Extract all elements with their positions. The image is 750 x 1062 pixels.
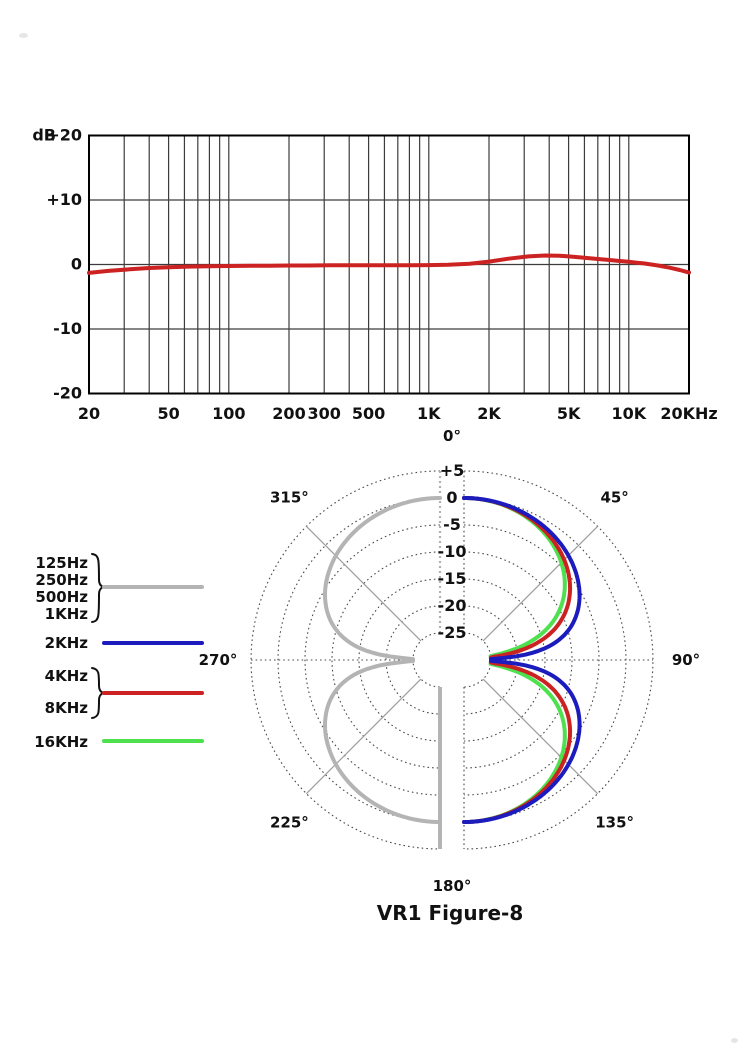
polar-ring-left--20 xyxy=(385,605,441,715)
legend-label-500Hz: 500Hz xyxy=(35,588,88,606)
polar-ring-left--5 xyxy=(304,524,441,796)
y-axis-unit-label: dB xyxy=(32,126,56,145)
radial-tick-label--25: -25 xyxy=(438,623,467,642)
polar-curve-125Hz-1KHz xyxy=(323,496,442,824)
polar-ring-left-5 xyxy=(250,470,441,850)
polar-ring-right--15 xyxy=(463,578,546,742)
legend-label-125Hz: 125Hz xyxy=(35,554,88,572)
x-tick-label-300: 300 xyxy=(308,404,341,423)
x-tick-label-200: 200 xyxy=(272,404,305,423)
polar-ring-left--15 xyxy=(358,578,441,742)
x-tick-label-10000: 10K xyxy=(611,404,646,423)
polar-ring-left-0 xyxy=(277,497,441,823)
x-tick-label-20: 20 xyxy=(78,404,100,423)
angle-label-225: 225° xyxy=(270,814,309,832)
angle-label-135: 135° xyxy=(595,814,634,832)
polar-ring-right--5 xyxy=(463,524,600,796)
legend-label-8KHz: 8KHz xyxy=(45,699,89,717)
angle-label-45: 45° xyxy=(600,488,628,506)
polar-ring-left--10 xyxy=(331,551,441,769)
radial-tick-label-0: 0 xyxy=(446,488,457,507)
x-tick-label-1000: 1K xyxy=(417,404,441,423)
polar-chart-title: VR1 Figure-8 xyxy=(376,901,524,925)
scan-artifact-top-left xyxy=(19,33,28,38)
polar-ring-left--25 xyxy=(412,632,441,688)
legend-label-1KHz: 1KHz xyxy=(45,605,89,623)
polar-diagonal-225 xyxy=(305,678,422,795)
x-tick-label-100: 100 xyxy=(212,404,245,423)
polar-ring-right--20 xyxy=(463,605,519,715)
radial-tick-label--15: -15 xyxy=(438,569,467,588)
y-tick-label-10: +10 xyxy=(46,190,82,209)
angle-label-90: 90° xyxy=(672,651,700,669)
legend-label-4KHz: 4KHz xyxy=(45,667,89,685)
y-tick-label-0: 0 xyxy=(71,255,82,274)
legend-label-16KHz: 16KHz xyxy=(34,733,88,751)
radial-tick-label-5: +5 xyxy=(440,461,465,480)
legend-brace-2 xyxy=(91,667,106,719)
x-tick-label-20000: 20KHz xyxy=(660,404,717,423)
y-tick-label--10: -10 xyxy=(53,319,82,338)
y-tick-label-20: +20 xyxy=(46,126,82,145)
polar-pattern-chart: +5 0 -5 -10 -15 -20 -25 0° 45° 90° 135° 180° 225° 270… xyxy=(34,430,700,895)
scan-artifact-bottom-right xyxy=(731,1038,738,1043)
polar-ring-right--10 xyxy=(463,551,573,769)
radial-tick-label--10: -10 xyxy=(438,542,467,561)
plot-frame xyxy=(88,134,690,395)
angle-label-270: 270° xyxy=(199,651,238,669)
angle-label-0: 0° xyxy=(443,430,461,445)
polar-diagonal-315 xyxy=(305,525,422,642)
response-curve xyxy=(87,253,691,275)
y-tick-label--20: -20 xyxy=(53,384,82,403)
radial-tick-label--5: -5 xyxy=(443,515,461,534)
polar-ring-right-5 xyxy=(463,470,654,850)
polar-diagonal-45 xyxy=(482,525,599,642)
radial-tick-label--20: -20 xyxy=(438,596,467,615)
legend-label-250Hz: 250Hz xyxy=(35,571,88,589)
polar-diagonal-135 xyxy=(482,678,599,795)
angle-label-180: 180° xyxy=(433,877,472,895)
x-tick-label-2000: 2K xyxy=(477,404,501,423)
x-tick-label-5000: 5K xyxy=(557,404,581,423)
x-tick-label-500: 500 xyxy=(352,404,385,423)
x-tick-label-50: 50 xyxy=(157,404,179,423)
angle-label-315: 315° xyxy=(270,488,309,506)
frequency-response-chart: +20 +10 0 -10 -20 dB 20 50 100 200 300 500 1K 2K 5K 10K… xyxy=(32,126,717,424)
polar-curve-2KHz xyxy=(462,496,582,824)
polar-ring-right--25 xyxy=(463,632,492,688)
legend-label-2KHz: 2KHz xyxy=(45,634,89,652)
legend-brace-0 xyxy=(91,553,106,623)
